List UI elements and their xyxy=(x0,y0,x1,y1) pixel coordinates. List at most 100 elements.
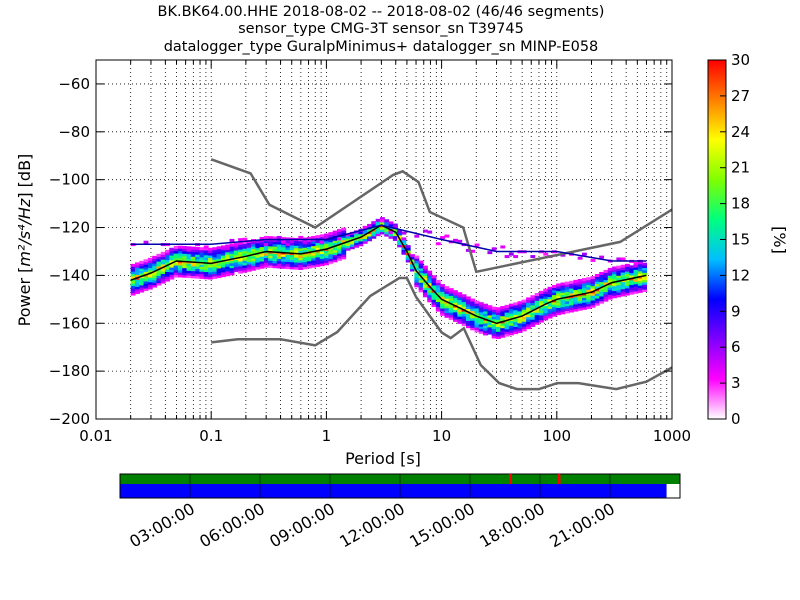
heatmap-cell xyxy=(474,322,480,326)
heatmap-cell xyxy=(607,277,613,281)
heatmap-cell xyxy=(139,279,145,283)
plot-background xyxy=(96,60,672,419)
heatmap-cell xyxy=(427,272,433,276)
heatmap-cell xyxy=(251,267,256,271)
timeline-gap-marker xyxy=(557,474,561,484)
heatmap-cell xyxy=(620,274,626,278)
colorbar-label: [%] xyxy=(770,226,789,254)
heatmap-cell xyxy=(496,319,501,323)
heatmap-cell xyxy=(263,259,269,263)
heatmap-cell xyxy=(427,270,433,274)
heatmap-cell xyxy=(431,301,437,305)
timeline-bottom-bar xyxy=(120,484,667,498)
heatmap-cell xyxy=(599,276,605,280)
heatmap-cell xyxy=(285,243,291,247)
heatmap-cell xyxy=(289,266,295,270)
heatmap-cell xyxy=(642,281,648,285)
heatmap-cell xyxy=(165,273,170,277)
heatmap-cell xyxy=(556,307,562,311)
heatmap-cell xyxy=(517,301,523,305)
heatmap-cell xyxy=(251,255,256,259)
heatmap-cell xyxy=(242,237,248,241)
heatmap-cell xyxy=(620,291,626,295)
heatmap-cell xyxy=(513,309,519,313)
heatmap-cell xyxy=(203,276,209,280)
heatmap-cell xyxy=(642,284,648,288)
heatmap-cell xyxy=(182,246,188,250)
heatmap-cell xyxy=(238,249,244,253)
heatmap-cell xyxy=(564,284,570,288)
heatmap-cell xyxy=(551,306,557,310)
heatmap-cell xyxy=(491,309,497,313)
heatmap-cell xyxy=(392,233,398,237)
heatmap-cell xyxy=(526,297,531,301)
heatmap-cell xyxy=(465,317,471,321)
heatmap-cell xyxy=(388,233,394,237)
heatmap-cell xyxy=(160,275,166,279)
x-tick-label: 10 xyxy=(432,427,451,445)
heatmap-cell xyxy=(306,255,312,259)
heatmap-cell xyxy=(633,281,639,285)
heatmap-cell xyxy=(530,307,536,311)
heatmap-cell xyxy=(551,287,557,291)
heatmap-cell xyxy=(156,261,162,265)
heatmap-cell xyxy=(560,284,566,288)
heatmap-cell xyxy=(220,271,226,275)
heatmap-cell xyxy=(341,246,347,250)
heatmap-cell xyxy=(435,282,441,286)
heatmap-cell xyxy=(255,249,261,253)
heatmap-cell xyxy=(147,269,153,273)
heatmap-cell xyxy=(629,272,635,276)
heatmap-cell xyxy=(315,263,321,267)
heatmap-cell xyxy=(474,319,480,323)
heatmap-cell xyxy=(526,299,531,303)
heatmap-cell xyxy=(470,320,476,324)
heatmap-cell xyxy=(220,264,226,268)
heatmap-cell xyxy=(195,263,201,267)
heatmap-cell xyxy=(405,259,411,263)
heatmap-cell xyxy=(410,263,415,267)
heatmap-cell xyxy=(332,254,338,258)
heatmap-cell xyxy=(440,284,446,288)
heatmap-cell xyxy=(422,270,428,274)
heatmap-cell xyxy=(496,335,501,339)
heatmap-cell xyxy=(177,264,183,268)
heatmap-cell xyxy=(298,259,304,263)
y-ticks: −60 −80 −100 −120 −140 −160 −180 −200 xyxy=(49,75,672,428)
heatmap-cell xyxy=(422,291,428,295)
heatmap-cell xyxy=(642,269,648,273)
heatmap-cell xyxy=(453,316,458,320)
heatmap-cell xyxy=(169,276,175,280)
heatmap-cell xyxy=(294,249,299,253)
heatmap-cell xyxy=(526,326,531,330)
heatmap-cell xyxy=(328,241,334,245)
heatmap-cell xyxy=(229,272,235,276)
heatmap-cell xyxy=(336,231,342,235)
heatmap-cell xyxy=(616,291,622,295)
heatmap-cell xyxy=(538,293,544,297)
heatmap-cell xyxy=(375,233,381,237)
heatmap-cell xyxy=(448,297,454,301)
heatmap-cell xyxy=(590,285,596,289)
heatmap-cell xyxy=(607,287,613,291)
heatmap-cell xyxy=(556,293,562,297)
heatmap-cell xyxy=(319,234,325,238)
heatmap-cell xyxy=(414,279,420,283)
heatmap-cell xyxy=(332,252,338,256)
heatmap-cell xyxy=(603,296,609,300)
heatmap-cell xyxy=(375,223,381,227)
heatmap-cell xyxy=(169,274,175,278)
heatmap-cell xyxy=(384,228,390,232)
heatmap-cell xyxy=(169,271,175,275)
heatmap-cell xyxy=(483,315,489,319)
heatmap-cell xyxy=(500,313,506,317)
heatmap-cell xyxy=(165,261,170,265)
heatmap-cell xyxy=(173,257,179,261)
heatmap-cell xyxy=(341,227,347,231)
heatmap-cell xyxy=(414,255,420,259)
heatmap-cell xyxy=(173,269,179,273)
heatmap-cell xyxy=(268,236,274,240)
heatmap-cell xyxy=(156,263,162,267)
heatmap-cell xyxy=(173,264,179,268)
heatmap-cell xyxy=(195,249,201,253)
